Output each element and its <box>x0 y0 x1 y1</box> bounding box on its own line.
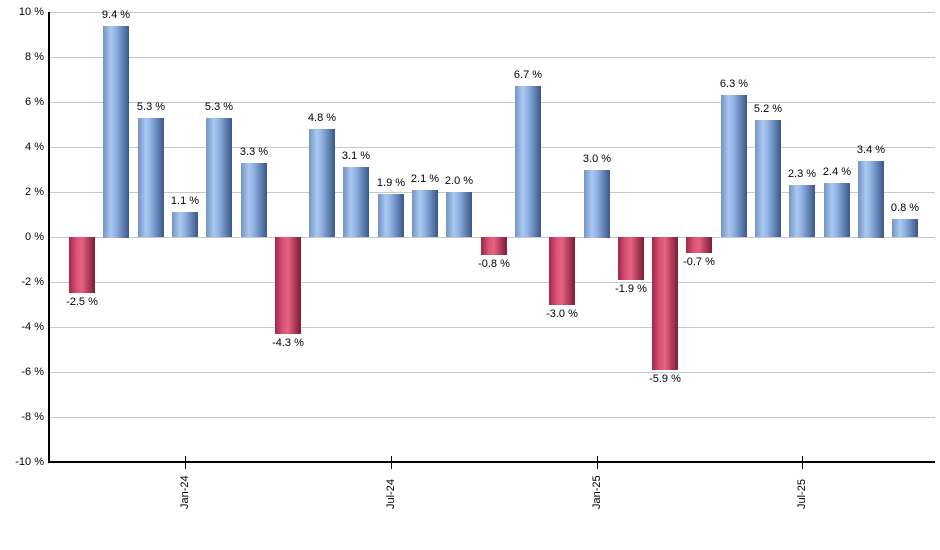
bar-Feb-25 <box>618 237 644 280</box>
gridline--8 <box>50 417 935 418</box>
bar-Oct-25 <box>892 219 918 237</box>
y-axis-label--10: -10 % <box>15 456 44 468</box>
bar-value-label-Apr-25: -0.7 % <box>683 256 715 268</box>
bar-value-label-Feb-24: 5.3 % <box>204 101 234 113</box>
bar-value-label-Oct-25: 0.8 % <box>890 202 920 214</box>
x-axis-label-Jul-24: Jul-24 <box>385 479 397 509</box>
gridline--6 <box>50 372 935 373</box>
bar-value-label-Jul-24: 1.9 % <box>376 177 406 189</box>
bar-Apr-24 <box>275 237 301 334</box>
bar-value-label-Jan-25: 3.0 % <box>582 153 612 165</box>
gridline-2 <box>50 192 935 193</box>
bar-May-24 <box>309 129 335 237</box>
gridline--2 <box>50 282 935 283</box>
bar-Oct-23 <box>69 237 95 293</box>
y-axis-label--8: -8 % <box>21 411 44 423</box>
bar-Oct-24 <box>481 237 507 255</box>
x-axis-tick-Jul-24 <box>391 456 392 469</box>
gridline-8 <box>50 57 935 58</box>
bar-Jun-25 <box>755 120 781 237</box>
y-axis-label--4: -4 % <box>21 321 44 333</box>
bar-value-label-Mar-25: -5.9 % <box>649 373 681 385</box>
bar-Mar-25 <box>652 237 678 370</box>
bar-value-label-Sep-25: 3.4 % <box>856 144 886 156</box>
x-axis-label-Jan-25: Jan-25 <box>591 475 603 509</box>
gridline-4 <box>50 147 935 148</box>
bar-Aug-24 <box>412 190 438 237</box>
bar-value-label-Aug-24: 2.1 % <box>410 173 440 185</box>
y-axis-line <box>48 12 50 463</box>
gridline-6 <box>50 102 935 103</box>
y-axis-label--2: -2 % <box>21 276 44 288</box>
bar-value-label-Jul-25: 2.3 % <box>787 168 817 180</box>
bar-Sep-25 <box>858 161 884 238</box>
x-axis-label-Jan-24: Jan-24 <box>179 475 191 509</box>
x-axis-tick-Jul-25 <box>802 456 803 469</box>
y-axis-label-0: 0 % <box>25 231 44 243</box>
bar-value-label-May-24: 4.8 % <box>307 112 337 124</box>
bar-Jun-24 <box>343 167 369 237</box>
gridline-10 <box>50 12 935 13</box>
y-axis-label-8: 8 % <box>25 51 44 63</box>
bar-Jan-25 <box>584 170 610 238</box>
bar-value-label-Jun-25: 5.2 % <box>753 103 783 115</box>
y-axis-label--6: -6 % <box>21 366 44 378</box>
x-axis-tick-Jan-25 <box>597 456 598 469</box>
bar-Dec-24 <box>549 237 575 305</box>
bar-value-label-Mar-24: 3.3 % <box>239 146 269 158</box>
y-axis-label-4: 4 % <box>25 141 44 153</box>
y-axis-label-6: 6 % <box>25 96 44 108</box>
bar-Apr-25 <box>686 237 712 253</box>
bar-May-25 <box>721 95 747 237</box>
x-axis-tick-Jan-24 <box>185 456 186 469</box>
bar-Nov-24 <box>515 86 541 237</box>
y-axis-label-2: 2 % <box>25 186 44 198</box>
bar-Jul-25 <box>789 185 815 237</box>
bar-Aug-25 <box>824 183 850 237</box>
bar-Sep-24 <box>446 192 472 237</box>
bar-value-label-Apr-24: -4.3 % <box>272 337 304 349</box>
bar-value-label-May-25: 6.3 % <box>719 78 749 90</box>
bar-value-label-Feb-25: -1.9 % <box>615 283 647 295</box>
bar-value-label-Jan-24: 1.1 % <box>170 195 200 207</box>
bar-value-label-Jun-24: 3.1 % <box>341 150 371 162</box>
bar-value-label-Dec-23: 5.3 % <box>136 101 166 113</box>
bar-Nov-23 <box>103 26 129 238</box>
gridline--4 <box>50 327 935 328</box>
x-axis-line <box>48 461 935 463</box>
bar-Jul-24 <box>378 194 404 237</box>
y-axis-label-10: 10 % <box>18 6 44 18</box>
bar-value-label-Oct-23: -2.5 % <box>66 296 98 308</box>
bar-value-label-Sep-24: 2.0 % <box>444 175 474 187</box>
bar-value-label-Nov-23: 9.4 % <box>101 9 131 21</box>
bar-value-label-Nov-24: 6.7 % <box>513 69 543 81</box>
x-axis-label-Jul-25: Jul-25 <box>796 479 808 509</box>
bar-Dec-23 <box>138 118 164 237</box>
bar-Jan-24 <box>172 212 198 237</box>
bar-value-label-Dec-24: -3.0 % <box>546 308 578 320</box>
bar-value-label-Aug-25: 2.4 % <box>822 166 852 178</box>
bar-Feb-24 <box>206 118 232 237</box>
bar-Mar-24 <box>241 163 267 237</box>
bar-value-label-Oct-24: -0.8 % <box>478 258 510 270</box>
